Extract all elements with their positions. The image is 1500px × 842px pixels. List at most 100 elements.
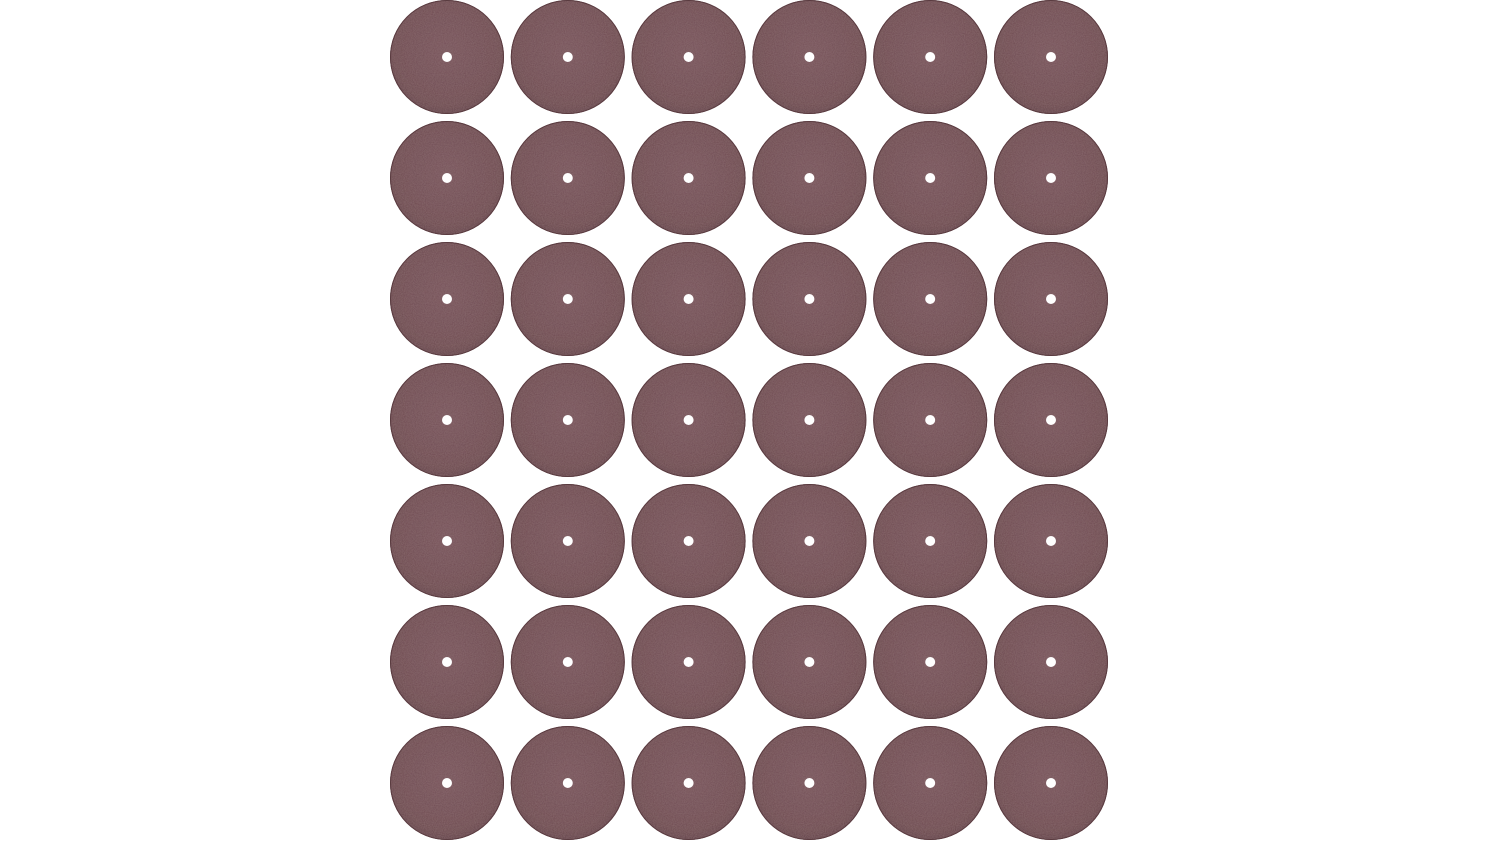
- disc-edge: [390, 363, 504, 477]
- disc: [510, 605, 625, 719]
- disc-hole: [442, 173, 452, 183]
- disc: [752, 242, 867, 356]
- disc-hole: [925, 778, 936, 788]
- disc: [873, 0, 988, 114]
- disc-edge: [752, 121, 867, 235]
- disc: [752, 363, 867, 477]
- disc-edge: [631, 484, 746, 598]
- disc-edge: [390, 605, 504, 719]
- disc-hole: [925, 294, 936, 304]
- disc-hole: [925, 52, 936, 62]
- disc: [873, 484, 988, 598]
- disc: [631, 605, 746, 719]
- disc: [994, 363, 1108, 477]
- disc-edge: [631, 121, 746, 235]
- disc-hole: [442, 415, 452, 425]
- disc-hole: [1046, 657, 1056, 667]
- disc-hole: [804, 52, 815, 62]
- disc-hole: [804, 415, 815, 425]
- disc-edge: [873, 121, 988, 235]
- disc: [510, 363, 625, 477]
- disc-hole: [1046, 173, 1056, 183]
- disc-edge: [631, 726, 746, 840]
- disc: [510, 242, 625, 356]
- disc: [994, 726, 1108, 840]
- disc: [994, 121, 1108, 235]
- disc-hole: [925, 173, 936, 183]
- disc: [390, 484, 504, 598]
- disc: [390, 726, 504, 840]
- disc: [873, 121, 988, 235]
- disc-edge: [752, 605, 867, 719]
- disc-edge: [752, 484, 867, 598]
- disc-hole: [1046, 778, 1056, 788]
- disc-hole: [925, 415, 936, 425]
- disc-hole: [804, 173, 815, 183]
- disc-edge: [390, 484, 504, 598]
- disc-edge: [994, 363, 1108, 477]
- disc-hole: [925, 536, 936, 546]
- disc-hole: [925, 657, 936, 667]
- disc: [752, 0, 867, 114]
- disc: [390, 121, 504, 235]
- disc-edge: [390, 726, 504, 840]
- disc: [873, 242, 988, 356]
- disc-edge: [510, 121, 625, 235]
- disc: [390, 242, 504, 356]
- disc-hole: [562, 173, 573, 183]
- disc-edge: [631, 363, 746, 477]
- disc: [631, 0, 746, 114]
- disc-hole: [1046, 52, 1056, 62]
- disc-edge: [994, 0, 1108, 114]
- disc-edge: [994, 242, 1108, 356]
- disc-edge: [994, 121, 1108, 235]
- disc-hole: [1046, 294, 1056, 304]
- disc-edge: [510, 0, 625, 114]
- disc-edge: [994, 605, 1108, 719]
- disc: [873, 363, 988, 477]
- disc-hole: [804, 657, 815, 667]
- disc-hole: [562, 294, 573, 304]
- disc-hole: [804, 294, 815, 304]
- disc: [510, 726, 625, 840]
- disc-edge: [631, 0, 746, 114]
- disc-hole: [442, 52, 452, 62]
- disc-hole: [683, 415, 694, 425]
- disc: [752, 726, 867, 840]
- disc: [631, 363, 746, 477]
- disc: [994, 0, 1108, 114]
- disc-edge: [631, 242, 746, 356]
- disc-edge: [873, 484, 988, 598]
- disc-hole: [683, 294, 694, 304]
- disc: [390, 605, 504, 719]
- disc: [873, 726, 988, 840]
- disc-edge: [873, 0, 988, 114]
- disc-hole: [683, 536, 694, 546]
- disc-hole: [1046, 415, 1056, 425]
- disc: [994, 242, 1108, 356]
- disc-hole: [804, 778, 815, 788]
- disc: [631, 726, 746, 840]
- disc-edge: [510, 605, 625, 719]
- disc-edge: [510, 242, 625, 356]
- disc-edge: [873, 363, 988, 477]
- disc: [631, 242, 746, 356]
- disc-hole: [683, 778, 694, 788]
- disc-hole: [562, 778, 573, 788]
- disc: [994, 605, 1108, 719]
- disc-edge: [390, 242, 504, 356]
- disc-edge: [510, 484, 625, 598]
- disc: [631, 121, 746, 235]
- disc-edge: [752, 363, 867, 477]
- disc-edge: [510, 726, 625, 840]
- disc: [752, 484, 867, 598]
- disc: [752, 121, 867, 235]
- disc-edge: [994, 484, 1108, 598]
- disc-hole: [683, 173, 694, 183]
- disc: [873, 605, 988, 719]
- disc: [510, 121, 625, 235]
- disc: [390, 0, 504, 114]
- disc-edge: [390, 121, 504, 235]
- disc-hole: [442, 657, 452, 667]
